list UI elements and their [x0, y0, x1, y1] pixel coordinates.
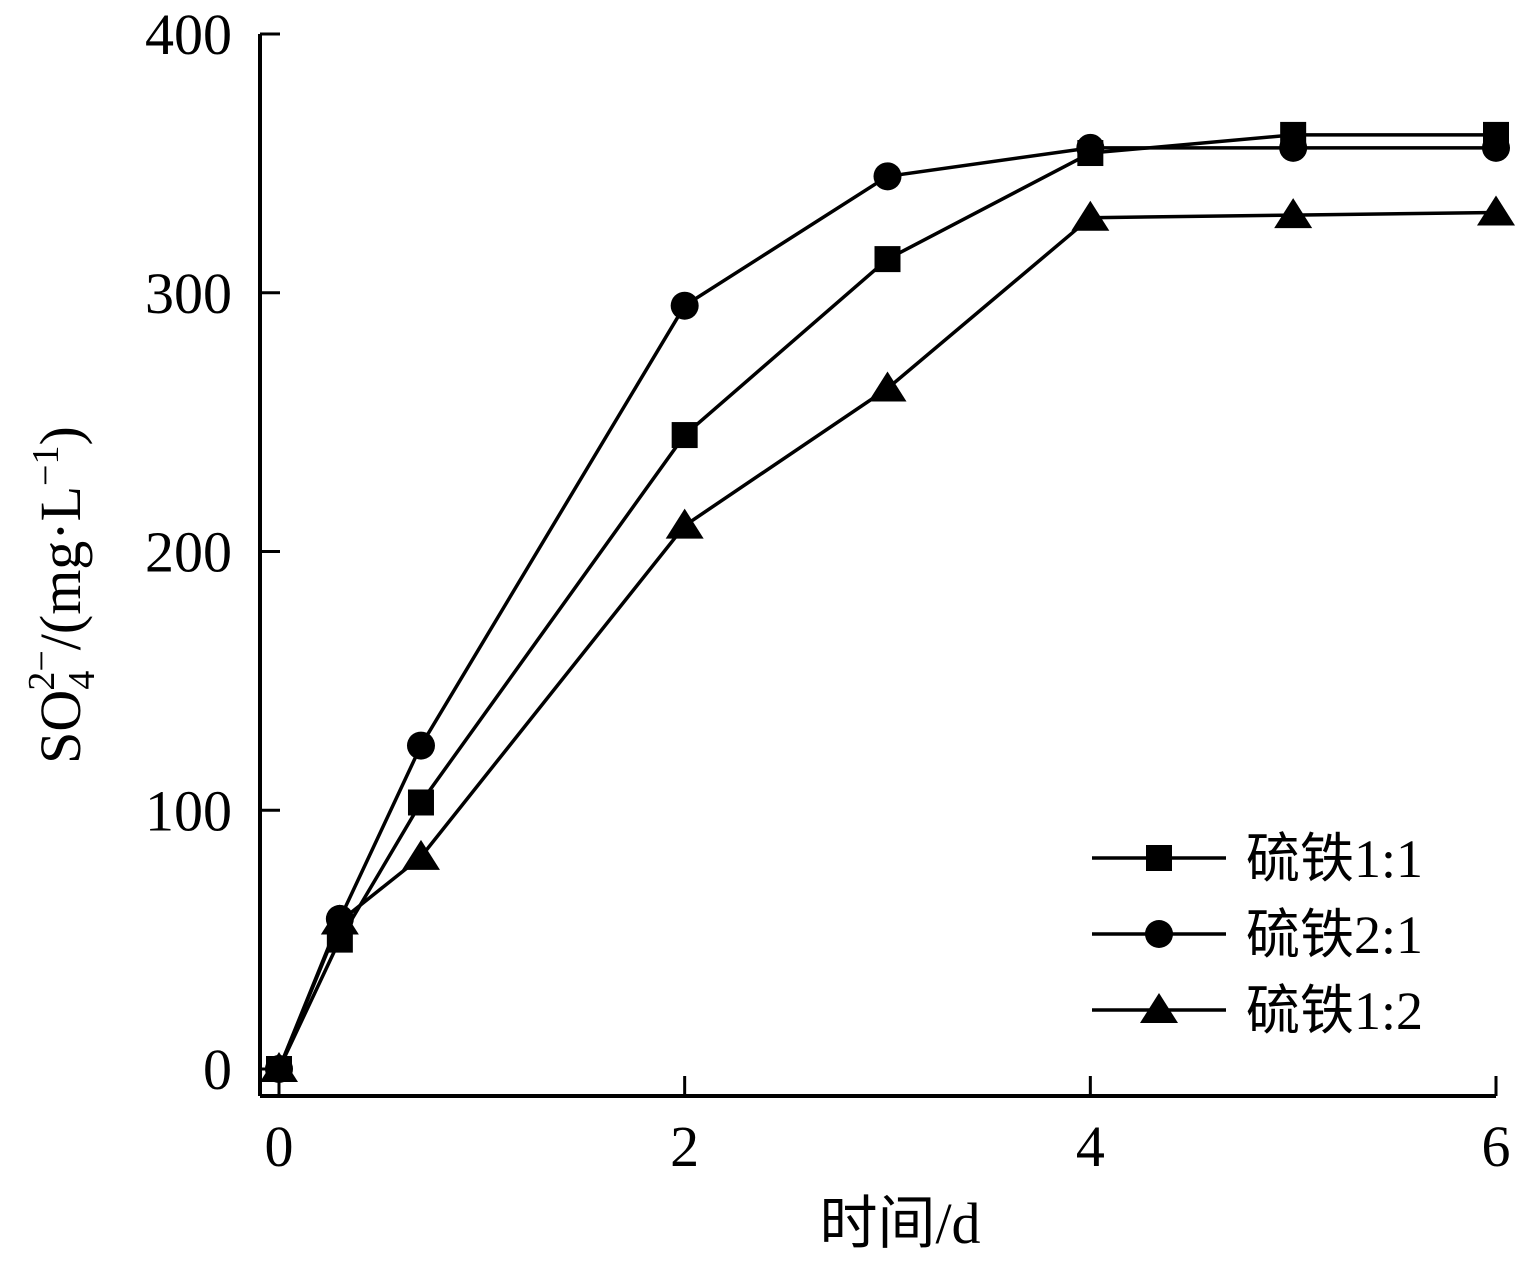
data-point — [671, 422, 698, 449]
data-point — [1482, 133, 1510, 162]
y-axis-title-subscript: 4 — [61, 671, 103, 690]
data-point — [1071, 200, 1110, 231]
legend-label: 硫铁1:2 — [1246, 981, 1423, 1041]
data-point — [260, 1052, 298, 1082]
y-axis-title-exponent: −1 — [25, 446, 67, 486]
data-point — [873, 162, 902, 191]
y-axis-title-close: ) — [28, 426, 93, 445]
legend-item: 硫铁1:1 — [1092, 829, 1423, 889]
y-tick-label: 400 — [145, 2, 232, 67]
legend-item: 硫铁2:1 — [1092, 905, 1423, 965]
x-tick-label: 0 — [265, 1114, 294, 1179]
data-point — [670, 291, 699, 320]
x-axis-title: 时间/d — [819, 1191, 980, 1256]
y-axis-title: SO42−/(mg·L−1) — [21, 426, 103, 764]
y-tick-label: 0 — [203, 1037, 232, 1102]
data-point — [401, 839, 440, 870]
data-point — [665, 508, 704, 539]
y-axis-title-base: SO — [28, 690, 93, 764]
y-axis-title-superscript: 2− — [21, 650, 63, 690]
data-point — [868, 371, 907, 402]
y-tick-label: 300 — [145, 261, 232, 326]
series-triangle — [260, 195, 1515, 1082]
y-tick-label: 100 — [145, 778, 232, 843]
data-point — [1477, 195, 1515, 226]
y-tick-label: 200 — [145, 520, 232, 585]
legend-label: 硫铁1:1 — [1246, 829, 1423, 889]
legend-marker — [1146, 845, 1172, 871]
series-layer — [260, 121, 1515, 1083]
series-line — [277, 210, 1497, 1070]
data-point — [407, 789, 434, 816]
x-tick-label: 4 — [1076, 1114, 1105, 1179]
svg-text:SO42−/(mg·L−1): SO42−/(mg·L−1) — [21, 426, 103, 764]
data-point — [1274, 198, 1313, 229]
data-point — [406, 731, 435, 760]
legend-marker — [1140, 993, 1178, 1023]
legend: 硫铁1:1 硫铁2:1 硫铁1:2 — [1092, 829, 1423, 1041]
legend-marker — [1145, 920, 1173, 948]
data-point — [320, 904, 359, 935]
x-tick-label: 6 — [1482, 1114, 1511, 1179]
legend-label: 硫铁2:1 — [1246, 905, 1423, 965]
series-line — [277, 146, 1496, 1070]
x-tick-label: 2 — [670, 1114, 699, 1179]
chart-axes — [258, 34, 1496, 1098]
data-point — [1279, 133, 1308, 162]
legend-item: 硫铁1:2 — [1092, 981, 1423, 1041]
data-point — [1076, 133, 1105, 162]
data-point — [874, 246, 901, 273]
y-axis-title-unit: /(mg·L — [28, 486, 93, 650]
